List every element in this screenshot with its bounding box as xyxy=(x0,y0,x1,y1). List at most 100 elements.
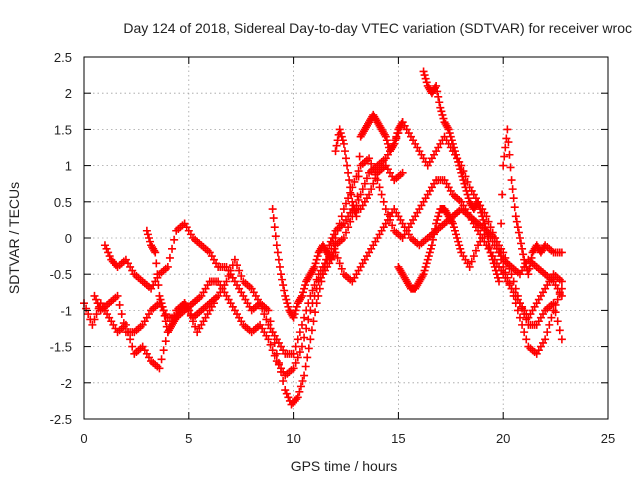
data-point xyxy=(289,364,298,373)
data-point xyxy=(509,194,518,203)
data-point xyxy=(398,168,407,177)
data-point xyxy=(157,299,166,308)
data-point xyxy=(142,226,151,235)
data-point xyxy=(88,320,97,329)
data-point xyxy=(143,230,152,239)
data-point xyxy=(152,259,161,268)
data-point xyxy=(289,349,298,358)
data-point xyxy=(506,163,515,172)
data-point xyxy=(297,291,306,300)
data-point xyxy=(295,348,304,357)
data-point xyxy=(437,107,446,116)
data-point xyxy=(339,234,348,242)
data-point xyxy=(282,389,291,398)
data-point xyxy=(479,215,488,224)
data-point xyxy=(333,253,342,262)
data-point xyxy=(463,190,472,199)
data-point xyxy=(312,255,321,264)
data-point xyxy=(390,139,399,148)
data-point xyxy=(345,176,354,185)
data-point xyxy=(432,219,441,228)
data-point xyxy=(367,159,376,168)
data-point xyxy=(260,310,269,319)
data-point xyxy=(312,275,321,284)
data-point xyxy=(156,295,165,304)
data-point xyxy=(302,306,311,315)
x-tick-label: 15 xyxy=(391,431,405,446)
data-point xyxy=(517,239,526,248)
data-point xyxy=(301,362,310,371)
data-point xyxy=(170,235,179,244)
data-point xyxy=(158,302,167,311)
data-point xyxy=(419,270,428,279)
data-point xyxy=(327,255,336,264)
data-point xyxy=(191,322,200,331)
data-point xyxy=(422,259,431,268)
data-point xyxy=(484,217,493,226)
data-point xyxy=(161,337,170,346)
data-point xyxy=(360,179,369,188)
data-point xyxy=(347,190,356,199)
data-point xyxy=(289,313,298,322)
data-point xyxy=(346,217,355,226)
data-point xyxy=(488,255,497,264)
data-point xyxy=(438,110,447,119)
data-point xyxy=(273,248,282,257)
data-point xyxy=(157,355,166,364)
data-point xyxy=(497,219,506,228)
data-point xyxy=(209,299,218,308)
data-point xyxy=(435,98,444,107)
data-point xyxy=(284,393,293,402)
data-point xyxy=(427,241,436,250)
y-tick-label: -0.5 xyxy=(50,267,72,282)
data-point xyxy=(448,219,457,228)
data-point xyxy=(344,168,353,177)
data-point xyxy=(346,183,355,192)
data-point xyxy=(522,335,531,344)
data-point xyxy=(431,224,440,233)
data-point xyxy=(291,358,300,367)
data-point xyxy=(338,136,347,145)
data-point xyxy=(513,306,522,315)
data-point xyxy=(512,217,521,226)
data-point xyxy=(511,212,520,221)
data-point xyxy=(279,281,288,290)
data-point xyxy=(422,78,431,87)
data-point xyxy=(331,234,340,242)
data-point xyxy=(518,244,527,253)
data-point xyxy=(165,253,174,262)
data-point xyxy=(304,315,313,324)
data-point xyxy=(450,147,459,156)
data-point xyxy=(477,208,486,217)
data-point xyxy=(126,335,135,344)
data-point xyxy=(256,299,265,308)
x-tick-label: 10 xyxy=(286,431,300,446)
data-point xyxy=(300,284,309,293)
data-point xyxy=(168,244,177,253)
data-point xyxy=(281,386,290,395)
data-point xyxy=(264,335,273,344)
axis-ticks: 0 5 10 15 20 25 -2.5 -2 -1.5 -1 -0.5 0 0.5 1 1.5 2 2.5 xyxy=(50,50,616,446)
data-point xyxy=(453,154,462,163)
data-point xyxy=(389,141,398,150)
data-point xyxy=(393,129,402,138)
data-point xyxy=(520,310,529,319)
chart-title: Day 124 of 2018, Sidereal Day-to-day VTE… xyxy=(123,20,632,36)
data-point xyxy=(520,328,529,337)
data-point xyxy=(474,197,483,206)
data-point xyxy=(270,223,279,232)
data-point xyxy=(184,306,193,315)
y-tick-label: 1.5 xyxy=(54,122,72,137)
data-point xyxy=(292,395,301,404)
data-point xyxy=(291,306,300,315)
data-point xyxy=(274,255,283,264)
data-point xyxy=(501,143,510,152)
data-point xyxy=(270,351,279,360)
x-axis-label: GPS time / hours xyxy=(291,458,398,474)
data-point xyxy=(485,243,494,252)
data-point xyxy=(541,335,550,344)
data-point xyxy=(543,328,552,337)
data-point xyxy=(489,259,498,268)
data-point xyxy=(467,257,476,266)
data-point xyxy=(296,293,305,302)
